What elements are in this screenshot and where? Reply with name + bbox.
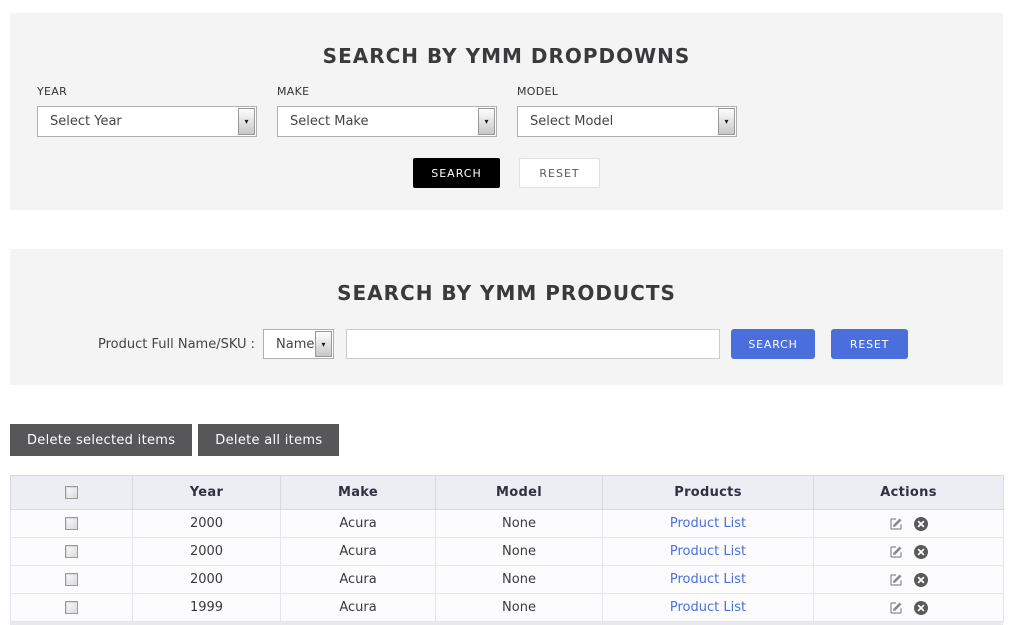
make-select-value: Select Make [290,114,369,129]
ymm-results-table: Year Make Model Products Actions 2000 Ac… [10,475,1004,622]
row-checkbox[interactable] [65,545,78,558]
model-select-value: Select Model [530,114,614,129]
product-reset-button[interactable]: RESET [831,329,909,359]
row-checkbox[interactable] [65,517,78,530]
make-cell: Acura [280,537,436,566]
chevron-down-icon: ▾ [478,108,495,135]
year-cell: 1999 [132,593,281,622]
edit-icon[interactable] [888,572,904,588]
chevron-down-icon: ▾ [315,331,333,357]
year-cell: 2000 [132,537,281,566]
delete-all-button[interactable]: Delete all items [198,424,340,456]
product-list-link[interactable]: Product List [669,516,747,531]
table-row: 2000 Acura None Product List [10,509,1004,538]
products-column-header: Products [602,475,814,510]
ymm-search-button[interactable]: SEARCH [413,158,500,188]
ymm-dropdowns-title: SEARCH BY YMM DROPDOWNS [322,44,691,68]
row-checkbox[interactable] [65,573,78,586]
product-list-link[interactable]: Product List [669,572,747,587]
year-cell: 2000 [132,565,281,594]
make-cell: Acura [280,509,436,538]
delete-icon[interactable] [913,600,929,616]
table-row: 2000 Acura None Product List [10,537,1004,566]
model-select[interactable]: Select Model ▾ [517,106,737,137]
search-type-select[interactable]: Name ▾ [263,329,335,359]
make-column-header: Make [280,475,436,510]
model-column-header: Model [435,475,603,510]
table-row: 1999 Acura None Product List [10,593,1004,622]
year-label: YEAR [37,85,68,98]
model-cell: None [435,565,603,594]
bulk-actions-row: Delete selected items Delete all items [10,424,1017,456]
select-all-checkbox[interactable] [65,486,78,499]
make-cell: Acura [280,593,436,622]
search-type-select-value: Name [276,336,315,352]
ymm-buttons-row: SEARCH RESET [10,158,1003,188]
actions-column-header: Actions [813,475,1004,510]
model-cell: None [435,537,603,566]
select-all-header-cell [10,475,133,510]
product-name-sku-label: Product Full Name/SKU : [98,336,256,352]
edit-icon[interactable] [888,600,904,616]
year-select[interactable]: Select Year ▾ [37,106,257,137]
model-field: MODEL Select Model ▾ [517,85,737,137]
ymm-dropdown-row: YEAR Select Year ▾ MAKE Select Make ▾ MO… [10,85,1003,137]
year-cell: 2000 [132,509,281,538]
product-search-input[interactable] [346,329,721,359]
edit-icon[interactable] [888,516,904,532]
year-field: YEAR Select Year ▾ [37,85,257,137]
product-list-link[interactable]: Product List [669,600,747,615]
year-select-value: Select Year [50,114,122,129]
chevron-down-icon: ▾ [718,108,735,135]
delete-icon[interactable] [913,544,929,560]
row-checkbox[interactable] [65,601,78,614]
product-search-button[interactable]: SEARCH [731,329,816,359]
next-row-partial [10,622,1003,625]
edit-icon[interactable] [888,544,904,560]
delete-selected-button[interactable]: Delete selected items [10,424,193,456]
ymm-products-title: SEARCH BY YMM PRODUCTS [337,281,676,305]
make-cell: Acura [280,565,436,594]
table-header-row: Year Make Model Products Actions [10,475,1004,510]
delete-icon[interactable] [913,516,929,532]
make-label: MAKE [277,85,310,98]
product-search-form: Product Full Name/SKU : Name ▾ SEARCH RE… [10,329,1003,359]
ymm-reset-button[interactable]: RESET [519,158,600,188]
ymm-dropdowns-panel: SEARCH BY YMM DROPDOWNS YEAR Select Year… [10,13,1003,210]
model-label: MODEL [517,85,559,98]
make-select[interactable]: Select Make ▾ [277,106,497,137]
table-row: 2000 Acura None Product List [10,565,1004,594]
model-cell: None [435,593,603,622]
make-field: MAKE Select Make ▾ [277,85,497,137]
product-list-link[interactable]: Product List [669,544,747,559]
year-column-header: Year [132,475,281,510]
ymm-products-panel: SEARCH BY YMM PRODUCTS Product Full Name… [10,249,1003,385]
delete-icon[interactable] [913,572,929,588]
chevron-down-icon: ▾ [238,108,255,135]
model-cell: None [435,509,603,538]
